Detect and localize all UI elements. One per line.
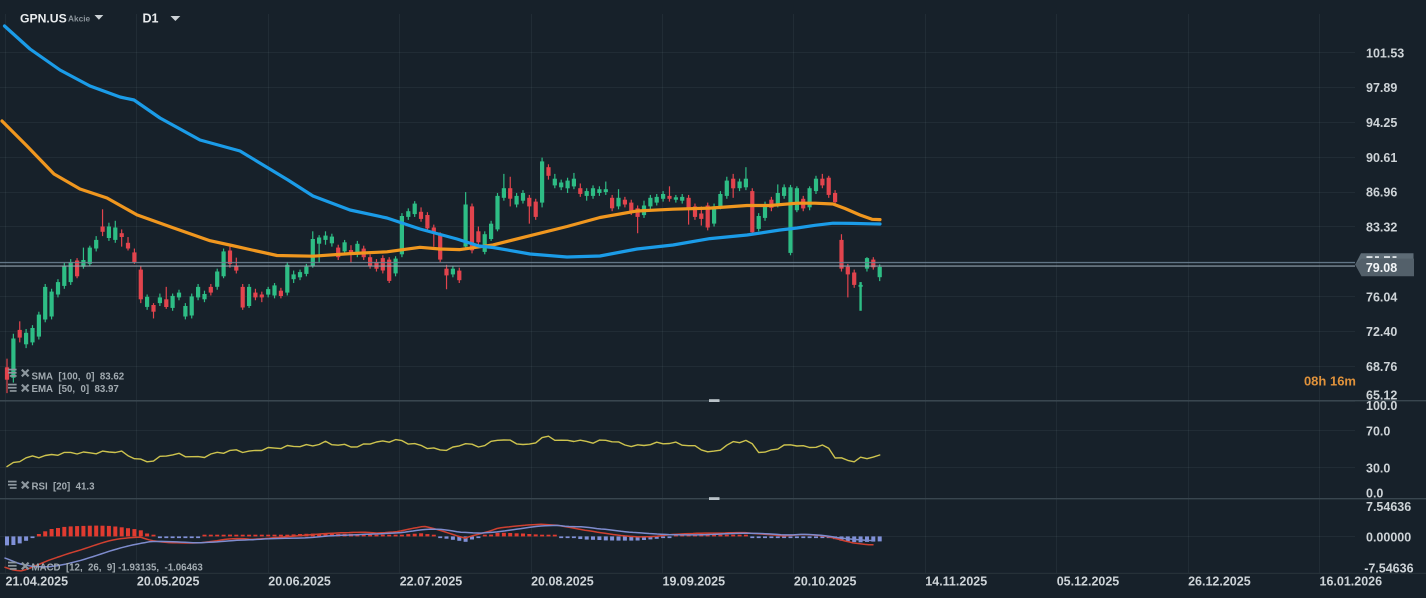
svg-text:20.08.2025: 20.08.2025 <box>531 575 594 589</box>
svg-text:68.76: 68.76 <box>1366 360 1397 374</box>
svg-text:65.12: 65.12 <box>1366 389 1397 403</box>
svg-text:EMA [50, 0] 83.97: EMA [50, 0] 83.97 <box>32 384 119 395</box>
svg-text:83.32: 83.32 <box>1366 221 1397 235</box>
svg-text:19.09.2025: 19.09.2025 <box>663 575 726 589</box>
svg-text:16.01.2026: 16.01.2026 <box>1320 575 1383 589</box>
svg-text:14.11.2025: 14.11.2025 <box>925 575 987 589</box>
svg-text:70.0: 70.0 <box>1366 424 1390 438</box>
svg-text:08h 16m: 08h 16m <box>1304 374 1356 389</box>
svg-text:MACD [12, 26, 9] -1.93135,: MACD [12, 26, 9] -1.93135, -1.06463 <box>32 563 204 574</box>
svg-text:86.96: 86.96 <box>1366 186 1397 200</box>
svg-text:GPN.US: GPN.US <box>20 12 67 26</box>
svg-text:97.89: 97.89 <box>1366 81 1397 95</box>
svg-text:79.08: 79.08 <box>1366 261 1397 275</box>
svg-text:20.10.2025: 20.10.2025 <box>794 575 857 589</box>
svg-text:76.04: 76.04 <box>1366 290 1397 304</box>
svg-text:21.04.2025: 21.04.2025 <box>6 575 69 589</box>
svg-text:20.05.2025: 20.05.2025 <box>137 575 200 589</box>
svg-text:0.0: 0.0 <box>1366 487 1383 501</box>
svg-text:30.0: 30.0 <box>1366 461 1390 475</box>
svg-text:05.12.2025: 05.12.2025 <box>1057 575 1120 589</box>
svg-text:Akcie: Akcie <box>68 14 91 24</box>
svg-text:SMA [100, 0] 83.62: SMA [100, 0] 83.62 <box>32 371 125 382</box>
svg-text:-7.54636: -7.54636 <box>1364 562 1413 576</box>
svg-text:100.0: 100.0 <box>1366 399 1397 413</box>
svg-text:RSI [20] 41.3: RSI [20] 41.3 <box>32 482 96 493</box>
svg-text:0.00000: 0.00000 <box>1366 531 1411 545</box>
svg-text:D1: D1 <box>143 12 159 26</box>
svg-text:26.12.2025: 26.12.2025 <box>1188 575 1251 589</box>
svg-text:72.40: 72.40 <box>1366 325 1397 339</box>
svg-text:20.06.2025: 20.06.2025 <box>268 575 331 589</box>
svg-text:90.61: 90.61 <box>1366 151 1397 165</box>
svg-text:94.25: 94.25 <box>1366 116 1397 130</box>
svg-text:7.54636: 7.54636 <box>1366 500 1411 514</box>
svg-text:101.53: 101.53 <box>1366 46 1404 60</box>
svg-text:22.07.2025: 22.07.2025 <box>400 575 463 589</box>
